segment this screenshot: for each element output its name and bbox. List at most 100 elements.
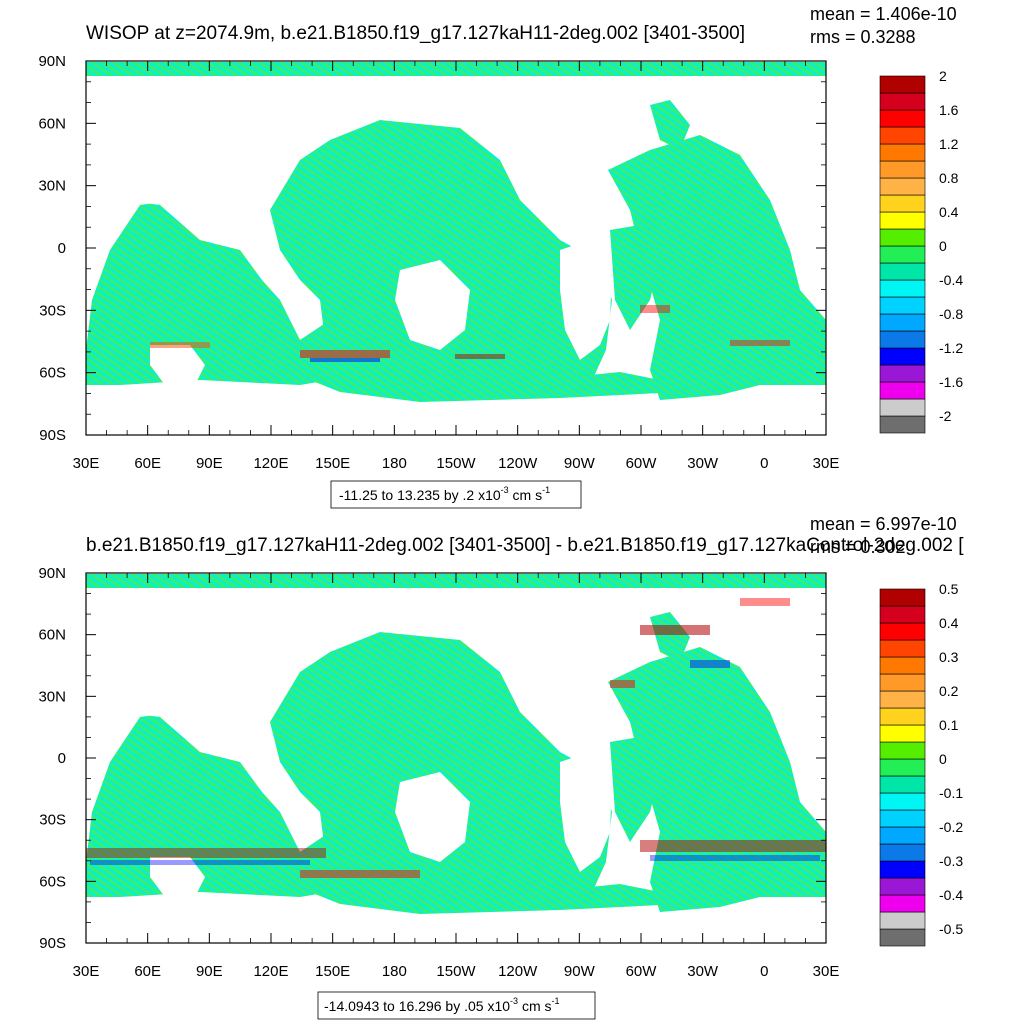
colorbar-label: 0.5: [939, 581, 959, 597]
x-tick-label: 90E: [196, 455, 223, 472]
panel-2-title: b.e21.B1850.f19_g17.127kaH11-2deg.002 [3…: [86, 535, 964, 556]
colorbar-label: 0.4: [939, 204, 959, 220]
panel-1-range-box: -11.25 to 13.235 by .2 x10-3 cm s-1: [330, 480, 582, 509]
colorbar-swatch: [879, 279, 926, 298]
x-tick-label: 60W: [626, 455, 658, 472]
y-tick-label: 60N: [38, 115, 66, 132]
colorbar-swatch: [879, 775, 926, 794]
x-tick-label: 30E: [813, 963, 840, 980]
colorbar-swatch: [879, 109, 926, 128]
colorbar-swatch: [879, 656, 926, 675]
panel-1-range-exp: -3: [501, 485, 509, 495]
colorbar-swatch: [879, 860, 926, 879]
colorbar-swatch: [879, 809, 926, 828]
colorbar-label: -0.5: [939, 921, 963, 937]
x-tick-label: 120W: [498, 455, 538, 472]
y-tick-label: 30N: [38, 178, 66, 195]
colorbar-label: -1.6: [939, 374, 963, 390]
panel-1-title: WISOP at z=2074.9m, b.e21.B1850.f19_g17.…: [86, 23, 745, 44]
colorbar-label: 1.2: [939, 136, 959, 152]
colorbar-swatch: [879, 826, 926, 845]
colorbar-swatch: [879, 262, 926, 281]
colorbar-swatch: [879, 228, 926, 247]
x-tick-label: 60E: [134, 455, 161, 472]
colorbar-swatch: [879, 160, 926, 179]
panel-1-axes: 30E 60E 90E 120E 150E 180 150W 120W 90W 60W 30W 0 30…: [38, 53, 839, 472]
colorbar-swatch: [879, 894, 926, 913]
x-tick-label: 30E: [73, 963, 100, 980]
x-tick-label: 30W: [687, 455, 719, 472]
colorbar-swatch: [879, 724, 926, 743]
colorbar-label: 2: [939, 68, 947, 84]
y-tick-label: 30S: [39, 302, 66, 319]
x-tick-label: 30W: [687, 963, 719, 980]
panel-1-map: [85, 60, 827, 436]
panel-2-range-text: -14.0943 to 16.296 by .05 x10: [324, 998, 510, 1014]
y-tick-label: 60S: [39, 365, 66, 382]
colorbar-swatch: [879, 877, 926, 896]
x-tick-label: 120E: [253, 455, 288, 472]
colorbar-label: -0.4: [939, 272, 963, 288]
x-tick-label: 30E: [813, 455, 840, 472]
colorbar-label: -0.2: [939, 819, 963, 835]
panel-1-range-unit-exp: -1: [542, 485, 550, 495]
x-tick-label: 0: [760, 455, 768, 472]
colorbar-swatch: [879, 928, 926, 947]
y-tick-label: 0: [58, 240, 66, 257]
colorbar-swatch: [879, 588, 926, 607]
y-tick-label: 60S: [39, 873, 66, 890]
panel-1: WISOP at z=2074.9m, b.e21.B1850.f19_g17.…: [38, 4, 963, 509]
x-tick-label: 90W: [564, 455, 596, 472]
panel-2-range-unit: cm s: [518, 998, 551, 1014]
colorbar-swatch: [879, 605, 926, 624]
panel-2-range-unit-exp: -1: [552, 996, 560, 1006]
x-tick-label: 150E: [315, 455, 350, 472]
colorbar-swatch: [879, 347, 926, 366]
colorbar-label: 0: [939, 238, 947, 254]
panel-2-range-box: -14.0943 to 16.296 by .05 x10-3 cm s-1: [317, 991, 596, 1020]
y-tick-label: 60N: [38, 627, 66, 644]
colorbar-label: 0.8: [939, 170, 959, 186]
colorbar-swatch: [879, 364, 926, 383]
panel-1-rms: rms = 0.3288: [810, 27, 916, 47]
y-tick-label: 30N: [38, 688, 66, 705]
x-tick-label: 180: [382, 963, 407, 980]
panel-2: mean = 6.997e-10 b.e21.B1850.f19_g17.127…: [38, 514, 964, 1020]
colorbar-swatch: [879, 211, 926, 230]
panel-1-range-unit: cm s: [509, 487, 542, 503]
x-tick-label: 60W: [626, 963, 658, 980]
colorbar-swatch: [879, 143, 926, 162]
colorbar-swatch: [879, 398, 926, 417]
x-tick-label: 90W: [564, 963, 596, 980]
colorbar-swatch: [879, 622, 926, 641]
panel-2-colorbar: 0.5 0.4 0.3 0.2 0.1 0 -0.1 -0.2 -0.3 -0.4 -0.5: [879, 581, 963, 947]
colorbar-swatch: [879, 690, 926, 709]
colorbar-label: -1.2: [939, 340, 963, 356]
panel-2-map: [85, 572, 827, 944]
panel-2-southern-noise: [86, 598, 826, 878]
colorbar-swatch: [879, 639, 926, 658]
colorbar-label: -2: [939, 408, 952, 424]
colorbar-swatch: [879, 911, 926, 930]
colorbar-swatch: [879, 415, 926, 434]
colorbar-swatch: [879, 313, 926, 332]
x-tick-label: 30E: [73, 455, 100, 472]
colorbar-label: 1.6: [939, 102, 959, 118]
colorbar-swatch: [879, 126, 926, 145]
colorbar-label: 0: [939, 751, 947, 767]
x-tick-label: 120W: [498, 963, 538, 980]
panel-2-axes: 30E 60E 90E 120E 150E 180 150W 120W 90W 60W 30W 0 30…: [38, 565, 839, 980]
colorbar-label: 0.2: [939, 683, 959, 699]
x-tick-label: 180: [382, 455, 407, 472]
colorbar-swatch: [879, 177, 926, 196]
colorbar-swatch: [879, 296, 926, 315]
y-tick-label: 0: [58, 750, 66, 767]
colorbar-label: -0.4: [939, 887, 963, 903]
svg-text:-11.25 to 13.235 by .2 x10-3 c: -11.25 to 13.235 by .2 x10-3 cm s-1: [339, 485, 550, 503]
colorbar-label: 0.3: [939, 649, 959, 665]
panel-2-rms: rms = 0.302: [810, 537, 906, 557]
colorbar-swatch: [879, 381, 926, 400]
colorbar-swatch: [879, 75, 926, 94]
y-tick-label: 90S: [39, 427, 66, 444]
